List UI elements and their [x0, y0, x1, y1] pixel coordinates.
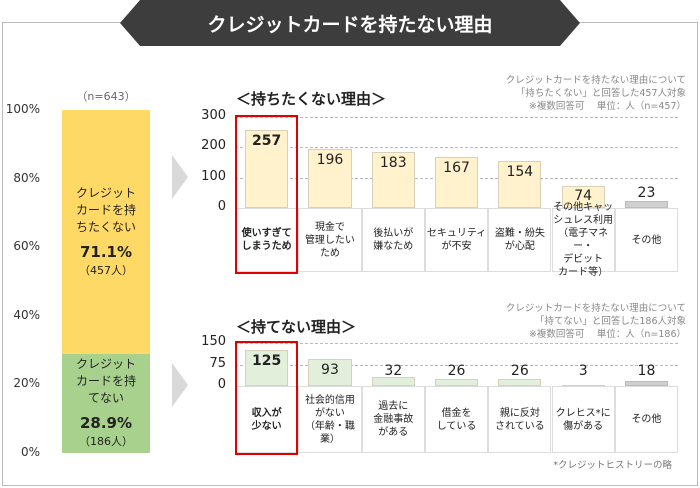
bar [498, 378, 542, 386]
data-label: 167 [443, 160, 470, 177]
bar [498, 161, 542, 208]
chart-note: クレジットカードを持たない理由について 「持てない」と回答した186人対象 ※複数回… [505, 303, 686, 340]
gridline [235, 147, 679, 149]
category-label: 盗難・紛失 が心配 [488, 208, 552, 272]
data-label: 18 [637, 363, 656, 379]
category-label: その他キャッ シュレス利用 （電子マネー・ デビット カード等） [551, 202, 615, 278]
segment-label: クレジットカードを持てない [76, 357, 137, 406]
bar [245, 130, 289, 208]
arrow-icon [172, 155, 188, 199]
bar [308, 148, 352, 208]
category-label: 親に反対 されている [488, 386, 552, 453]
data-label: 26 [510, 363, 529, 379]
sample-size: （n=643） [76, 90, 136, 103]
segment-cannot: クレジットカードを持てない 28.9% （186人） [62, 353, 150, 453]
bar [434, 157, 479, 208]
segment-label: クレジットカードを持ちたくない [75, 185, 136, 234]
bar [308, 359, 352, 386]
data-label: 93 [321, 362, 339, 379]
data-label: 32 [384, 363, 403, 379]
gridline [235, 343, 679, 344]
bar [561, 185, 605, 208]
chart-title: ＜持ちたくない理由＞ [236, 90, 387, 108]
gridline [235, 117, 679, 118]
y-tick: 300 [201, 108, 226, 123]
y-tick: 150 [201, 334, 226, 349]
data-label: 257 [252, 133, 282, 150]
data-label: 74 [574, 188, 593, 204]
category-label: 収入が 少ない [235, 386, 299, 453]
gridline [235, 364, 679, 366]
category-label: その他 [614, 208, 679, 272]
data-label: 196 [316, 151, 344, 168]
y-tick: 60% [13, 239, 40, 254]
y-tick: 200 [201, 138, 226, 154]
data-label: 125 [252, 353, 282, 370]
category-label: 借金を している [424, 386, 489, 453]
data-label: 154 [506, 164, 534, 181]
category-label: 後払いが 嫌なため [361, 208, 425, 272]
y-tick: 20% [13, 376, 40, 391]
highlight-box [235, 341, 299, 455]
data-label: 23 [637, 185, 656, 201]
arrow-icon [172, 363, 188, 407]
highlight-box [235, 115, 299, 274]
category-label: クレヒス*に 傷がある [551, 386, 615, 453]
y-tick: 80% [13, 170, 40, 185]
y-tick: 0 [217, 199, 226, 214]
page-title: クレジットカードを持たない理由 [120, 0, 580, 46]
category-label: 現金で 管理したい ため [298, 208, 362, 272]
bar [371, 152, 415, 208]
y-tick: 40% [13, 307, 40, 322]
stacked-bar: クレジットカードを持ちたくない 71.1% （457人） クレジットカードを持てな… [62, 110, 150, 453]
category-label: その他 [614, 386, 679, 453]
category-label: 社会的信用 がない （年齢・職業） [298, 386, 362, 453]
segment-want-not: クレジットカードを持ちたくない 71.1% （457人） [62, 110, 150, 354]
segment-percent: 28.9% （186人） [79, 414, 133, 449]
chart-note: クレジットカードを持たない理由について 「持ちたくない」と回答した457人対象 ※複… [505, 75, 686, 112]
bar [624, 201, 669, 208]
bar [434, 378, 479, 386]
data-label: 26 [447, 363, 466, 379]
data-label: 3 [578, 363, 588, 379]
segment-percent: 71.1% （457人） [79, 242, 133, 277]
bar [624, 380, 669, 386]
y-tick: 100% [5, 102, 40, 116]
bar [245, 350, 289, 386]
chart-title: ＜持てない理由＞ [236, 318, 357, 336]
data-label: 183 [379, 155, 407, 172]
category-label: セキュリティ が不安 [424, 208, 489, 272]
bar [371, 376, 415, 386]
y-tick: 0% [20, 445, 40, 459]
y-tick: 100 [201, 168, 226, 184]
category-label: 過去に 金融事故 がある [361, 386, 425, 453]
footnote: *クレジットヒストリーの略 [553, 460, 672, 471]
y-tick: 75 [209, 355, 226, 371]
y-tick: 0 [217, 377, 226, 392]
